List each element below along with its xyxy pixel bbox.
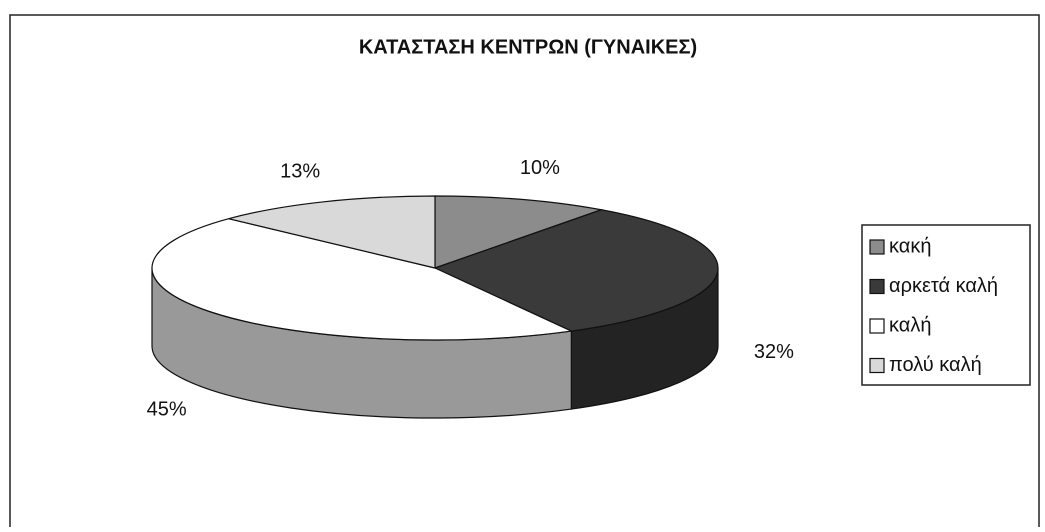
data-label: 45%: [147, 398, 187, 420]
data-label: 13%: [280, 160, 320, 182]
data-label: 32%: [754, 341, 794, 363]
pie-slice: [151, 218, 574, 341]
legend-label: αρκετά καλή: [889, 275, 998, 297]
data-label: 10%: [520, 157, 560, 179]
legend-box: [861, 224, 1031, 386]
pie-slice: [433, 209, 719, 332]
legend-swatch: [869, 239, 885, 255]
legend-label: κακή: [889, 235, 931, 257]
legend-swatch: [869, 357, 885, 374]
legend-label: πολύ καλή: [889, 354, 982, 376]
chart-title: ΚΑΤΑΣΤΑΣΗ ΚΕΝΤΡΩΝ (ΓΥΝΑΙΚΕΣ): [359, 36, 697, 58]
pie-slice: [228, 195, 436, 269]
pie-slice: [434, 195, 604, 269]
legend-swatch: [869, 278, 885, 295]
legend-swatch: [869, 318, 885, 334]
legend-label: καλή: [889, 314, 931, 336]
